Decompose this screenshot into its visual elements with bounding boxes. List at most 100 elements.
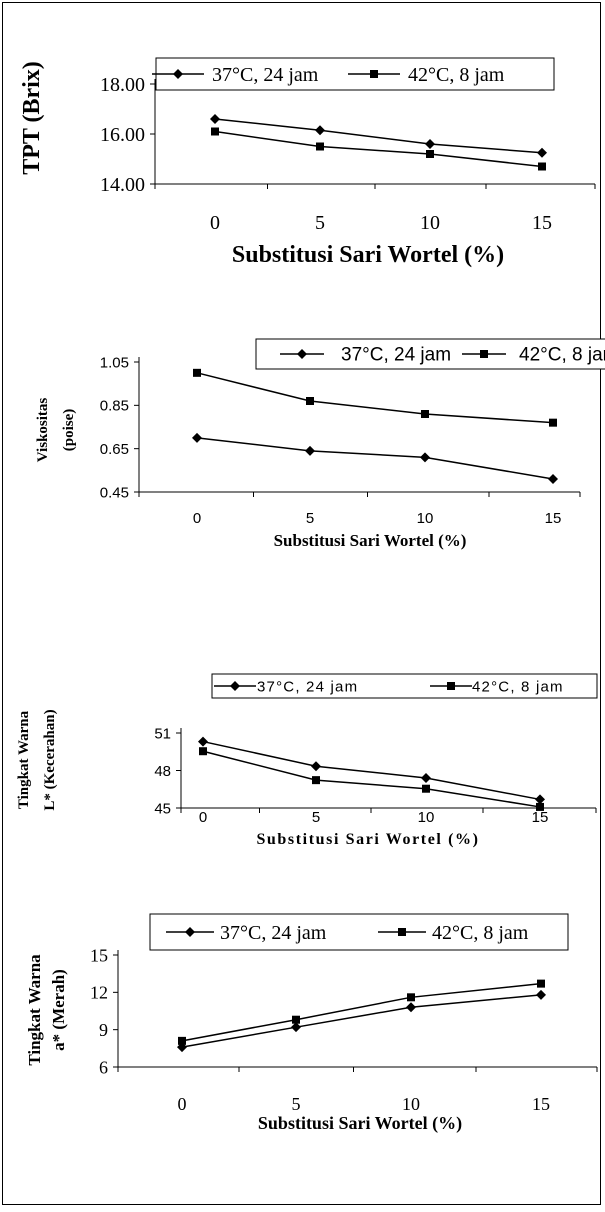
data-point-diamond bbox=[177, 1042, 187, 1053]
y-axis-label: Tingkat Warna bbox=[25, 954, 44, 1066]
legend: 37°C, 24 jam 42°C, 8 jam bbox=[211, 673, 598, 699]
x-tick-label: 15 bbox=[532, 1094, 550, 1114]
y-tick-label: 9 bbox=[99, 1020, 108, 1040]
x-tick-label: 15 bbox=[532, 809, 549, 826]
data-point-diamond bbox=[315, 125, 325, 136]
x-axis-label: Substitusi Sari Wortel (%) bbox=[256, 831, 479, 848]
x-tick-label: 15 bbox=[545, 510, 562, 527]
legend-entry-label: 42°C, 8 jam bbox=[519, 345, 605, 366]
x-axis-label: Substitusi Sari Wortel (%) bbox=[232, 242, 504, 268]
x-tick-label: 0 bbox=[210, 212, 220, 234]
y-tick-label: 0.45 bbox=[100, 484, 129, 501]
legend-marker-square bbox=[447, 682, 455, 690]
data-point-square bbox=[316, 142, 324, 151]
data-point-diamond bbox=[548, 474, 558, 484]
legend-marker-diamond bbox=[230, 681, 240, 691]
data-point-square bbox=[312, 776, 320, 785]
legend-entry-label: 37°C, 24 jam bbox=[220, 922, 327, 944]
y-tick-label: 0.85 bbox=[100, 398, 129, 415]
data-point-diamond bbox=[210, 114, 220, 124]
chart-svg-1: 1.05 0.85 0.65 0.45 0 5 10 15 Substitusi Sari Wo… bbox=[35, 338, 605, 550]
data-point-square bbox=[407, 993, 415, 1002]
x-tick-label: 0 bbox=[199, 809, 207, 826]
legend-entry-label: 42°C, 8 jam bbox=[408, 64, 505, 86]
series-line-1 bbox=[202, 740, 541, 801]
legend-entry-label: 37°C, 24 jam bbox=[212, 64, 319, 86]
x-tick-label: 10 bbox=[420, 212, 440, 234]
legend-entry-label: 37°C, 24 jam bbox=[257, 678, 358, 695]
data-point-diamond bbox=[535, 794, 545, 805]
legend-marker-diamond bbox=[297, 349, 307, 359]
series-line-1 bbox=[196, 437, 554, 480]
chart-svg-0: 18.00 16.00 14.00 0 5 10 15 Substitusi Sari Wor… bbox=[19, 57, 596, 268]
y-tick-label: 6 bbox=[99, 1057, 108, 1077]
y-axis-label: a* (Merah) bbox=[49, 969, 68, 1051]
y-axis-label: L* (Kecerahan) bbox=[42, 709, 58, 810]
data-point-square bbox=[538, 162, 546, 171]
x-tick-label: 5 bbox=[306, 510, 314, 527]
data-point-square bbox=[426, 150, 434, 158]
legend: 37°C, 24 jam 42°C, 8 jam bbox=[149, 913, 569, 951]
data-point-square bbox=[422, 784, 430, 793]
x-tick-label: 10 bbox=[417, 510, 434, 527]
x-tick-label: 5 bbox=[315, 212, 325, 234]
x-axis-label: Substitusi Sari Wortel (%) bbox=[258, 1113, 462, 1134]
y-tick-label: 14.00 bbox=[100, 174, 145, 196]
legend-box bbox=[149, 913, 569, 951]
y-axis-label: Viskositas bbox=[35, 398, 51, 463]
y-axis-label: Tingkat Warna bbox=[16, 710, 32, 809]
data-point-diamond bbox=[311, 761, 321, 772]
y-tick-label: 45 bbox=[154, 800, 171, 817]
series-line-2 bbox=[214, 130, 543, 168]
x-tick-label: 10 bbox=[402, 1094, 420, 1114]
data-point-diamond bbox=[192, 432, 202, 443]
data-point-diamond bbox=[425, 139, 435, 149]
data-point-diamond bbox=[420, 452, 430, 463]
chart-panel-viskositas: 1.05 0.85 0.65 0.45 0 5 10 15 Substitusi Sari Wo… bbox=[0, 300, 605, 600]
y-axis-label: (poise) bbox=[61, 409, 77, 452]
data-point-diamond bbox=[305, 445, 315, 456]
data-point-diamond bbox=[536, 989, 546, 1000]
y-axis-label: TPT (Brix) bbox=[19, 61, 45, 175]
x-tick-label: 5 bbox=[292, 1094, 301, 1114]
data-point-square bbox=[178, 1036, 186, 1045]
data-point-diamond bbox=[537, 147, 547, 158]
data-point-square bbox=[537, 979, 545, 988]
x-tick-label: 10 bbox=[418, 809, 435, 826]
legend: 37°C, 24 jam 42°C, 8 jam bbox=[152, 57, 555, 91]
x-tick-label: 0 bbox=[193, 510, 201, 527]
data-point-square bbox=[421, 410, 429, 418]
data-point-diamond bbox=[406, 1002, 416, 1013]
x-tick-label: 5 bbox=[312, 809, 320, 826]
y-tick-label: 51 bbox=[154, 725, 171, 742]
series-line-2 bbox=[202, 750, 541, 808]
legend-entry-label: 42°C, 8 jam bbox=[472, 678, 564, 695]
x-tick-label: 0 bbox=[178, 1094, 187, 1114]
legend-box bbox=[211, 673, 598, 699]
chart-panel-kecerahan: 51 48 45 0 5 10 15 Substitusi Sari Wortel (%) Ti… bbox=[0, 600, 605, 900]
chart-svg-2: 51 48 45 0 5 10 15 Substitusi Sari Wortel (%) Ti… bbox=[16, 673, 598, 848]
data-point-diamond bbox=[198, 736, 208, 747]
chart-svg-3: 15 12 9 6 0 5 10 15 Substitusi Sari Wortel (%) Ti… bbox=[25, 913, 598, 1134]
y-tick-label: 18.00 bbox=[100, 74, 145, 96]
data-point-square bbox=[193, 368, 201, 377]
series-line-2 bbox=[196, 372, 554, 424]
y-tick-label: 16.00 bbox=[100, 124, 145, 146]
y-tick-label: 15 bbox=[90, 945, 108, 965]
y-tick-label: 48 bbox=[154, 763, 171, 780]
data-point-square bbox=[292, 1015, 300, 1024]
y-tick-label: 0.65 bbox=[100, 441, 129, 458]
legend-marker-square bbox=[398, 928, 406, 936]
data-point-square bbox=[211, 127, 219, 136]
y-tick-label: 1.05 bbox=[100, 354, 129, 371]
data-point-square bbox=[199, 747, 207, 756]
legend-marker-diamond bbox=[173, 69, 183, 79]
legend-marker-square bbox=[370, 70, 378, 78]
chart-panel-merah: 15 12 9 6 0 5 10 15 Substitusi Sari Wortel (%) Ti… bbox=[0, 900, 605, 1207]
legend-entry-label: 42°C, 8 jam bbox=[432, 922, 529, 944]
data-point-square bbox=[306, 397, 314, 405]
legend-entry-label: 37°C, 24 jam bbox=[341, 345, 451, 366]
y-tick-label: 12 bbox=[90, 983, 108, 1003]
legend: 37°C, 24 jam 42°C, 8 jam bbox=[255, 338, 605, 370]
x-tick-label: 15 bbox=[532, 212, 552, 234]
